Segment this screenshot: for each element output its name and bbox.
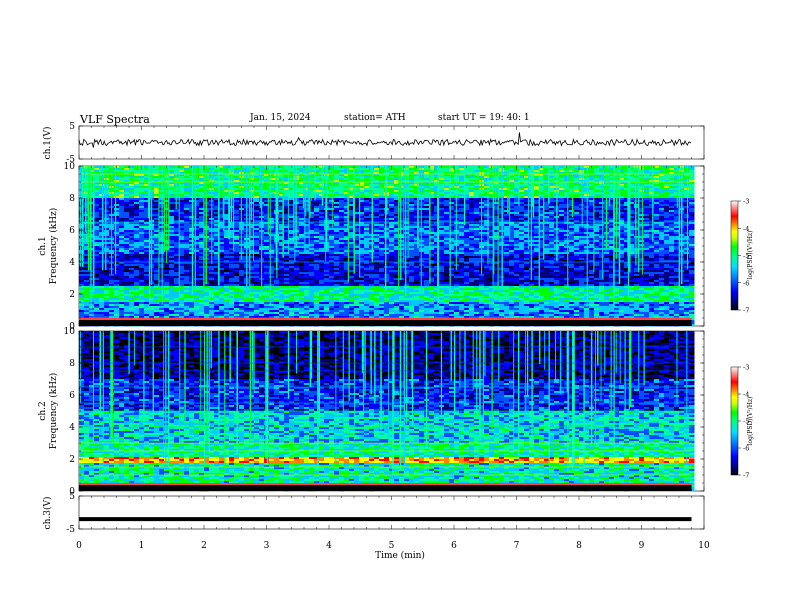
y-tick-label: -5: [66, 525, 75, 535]
ch2-spec-ylabel-channel: ch.2: [38, 401, 48, 420]
x-tick-label: 0: [76, 541, 82, 551]
date-label: Jan. 15, 2024: [250, 113, 311, 123]
y-tick-label: 0: [69, 487, 75, 497]
y-tick-label: 0: [69, 322, 75, 332]
y-tick-label: 5: [69, 492, 75, 502]
colorbar-ticks: -3 -4 -5 -6 -7 -3 -4 -5 -6 -7: [738, 198, 749, 480]
ch1-ylabel: ch.1(V): [42, 127, 53, 160]
ch3-ylabel: ch.3(V): [42, 497, 53, 530]
y-tick-label: 8: [69, 194, 75, 204]
ch1-spec-ylabel-frequency: Frequency (kHz): [48, 208, 59, 285]
ch1-spectrogram-image: [79, 166, 695, 327]
colorbar-tick-label: -7: [743, 307, 749, 315]
colorbar-tick-label: -5: [743, 252, 749, 260]
ch2-colorbar: [730, 366, 739, 476]
colorbar-tick-label: -6: [743, 445, 749, 453]
y-tick-label: 10: [64, 327, 76, 337]
colorbar-tick-label: -6: [743, 279, 749, 287]
y-tick-label: 4: [69, 423, 75, 433]
station-label: station= ATH: [344, 113, 406, 123]
colorbar-tick-label: -5: [743, 418, 749, 426]
y-tick-label: 4: [69, 258, 75, 268]
y-tick-label: 5: [69, 122, 75, 132]
colorbar-tick-label: -4: [743, 225, 749, 233]
y-tick-label: 2: [69, 290, 75, 300]
colorbar-tick-label: -3: [743, 364, 749, 372]
ch3-waveform-frame: [78, 495, 705, 530]
colorbar-tick-label: -3: [743, 198, 749, 206]
chart-title: VLF Spectra: [80, 113, 150, 126]
x-tick-label: 1: [139, 541, 145, 551]
x-tick-label: 7: [514, 541, 520, 551]
ch2-spectrogram-image: [79, 331, 695, 492]
colorbar-tick-label: -4: [743, 391, 749, 399]
ch1-spec-ylabel-channel: ch.1: [38, 236, 48, 255]
x-tick-label: 5: [389, 541, 395, 551]
y-tick-label: 10: [64, 162, 76, 172]
x-tick-label: 9: [639, 541, 645, 551]
ch1-colorbar: [730, 200, 739, 311]
x-tick-label: 10: [698, 541, 710, 551]
y-tick-label: 6: [69, 391, 75, 401]
y-tick-label: -5: [66, 155, 75, 165]
ch2-spec-ylabel-frequency: Frequency (kHz): [48, 373, 59, 450]
x-axis-label: Time (min): [375, 550, 425, 561]
x-tick-label: 2: [201, 541, 207, 551]
ch1-waveform-line: [78, 132, 692, 148]
colorbar-tick-label: -7: [743, 472, 749, 480]
x-tick-label: 4: [326, 541, 332, 551]
ch2-colorbar-label: log(PSD)(V²/Hz): [747, 397, 754, 446]
y-tick-label: 6: [69, 226, 75, 236]
y-tick-label: 2: [69, 455, 75, 465]
x-tick-label: 6: [451, 541, 457, 551]
x-tick-label: 3: [264, 541, 270, 551]
ch1-colorbar-label: log(PSD)(V²/Hz): [747, 231, 754, 280]
start-time-label: start UT = 19: 40: 1: [438, 113, 530, 123]
y-tick-label: 8: [69, 359, 75, 369]
x-tick-label: 8: [576, 541, 582, 551]
